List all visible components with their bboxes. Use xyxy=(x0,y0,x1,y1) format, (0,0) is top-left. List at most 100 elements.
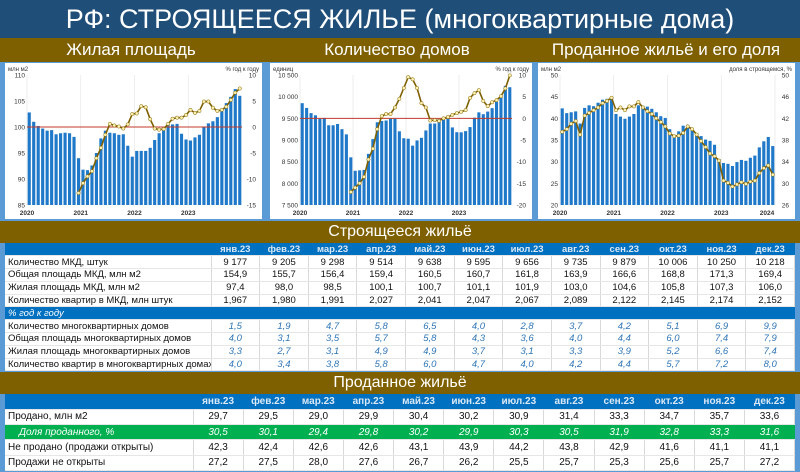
cell-value: 106,0 xyxy=(745,281,795,295)
cell-value: 25,5 xyxy=(493,455,545,471)
line-point xyxy=(179,115,184,120)
bar xyxy=(717,159,721,205)
bar xyxy=(215,117,219,205)
cell-value: 3,5 xyxy=(308,332,358,346)
bar xyxy=(712,144,717,205)
cell-value: 27,6 xyxy=(343,455,395,471)
line-point xyxy=(94,156,99,161)
bar xyxy=(340,129,344,205)
section-sold: Проданное жильё xyxy=(0,372,800,394)
bar xyxy=(99,138,103,205)
cell-value: 26,7 xyxy=(393,455,445,471)
cell-value: 6,9 xyxy=(697,319,747,334)
line-point xyxy=(401,86,406,90)
cell-value: 29,9 xyxy=(343,409,395,426)
bar xyxy=(72,136,76,205)
bar xyxy=(108,132,112,205)
bar xyxy=(695,133,699,205)
line-point xyxy=(631,104,636,109)
x-tick-label: 2023 xyxy=(714,210,729,217)
cell-value: 4,4 xyxy=(600,358,650,372)
bar xyxy=(81,169,85,205)
row-label: Не продано (продажи открыты) xyxy=(5,439,194,456)
line-point xyxy=(752,178,757,183)
line-point xyxy=(379,114,384,119)
cell-value: ноя.23 xyxy=(694,394,745,410)
cell-empty xyxy=(745,306,795,321)
y2-tick-label: 50 xyxy=(782,73,790,80)
cell-value: 29,4 xyxy=(293,424,344,441)
bar xyxy=(486,111,490,205)
cell-value: 30,2 xyxy=(443,409,495,426)
bar xyxy=(441,117,446,205)
bar xyxy=(41,128,45,205)
x-tick-label: 2020 xyxy=(20,210,35,217)
table-row-pct: Количество многоквартирных домов 1,5 1,9 4,… xyxy=(5,319,795,334)
table-row: Количество МКД, штук 9 177 9 205 9 298 9 514… xyxy=(5,255,795,270)
cell-value: 101,1 xyxy=(454,281,504,295)
cell-value: 4,0 xyxy=(502,358,552,372)
line-point xyxy=(690,127,695,132)
y2-axis-label: доля в строящемся, % xyxy=(729,67,793,73)
line-point xyxy=(645,109,650,114)
line-point xyxy=(490,100,495,105)
table-header-row: янв.23 фев.23 мар.23 апр.23 май.23 июн.23 июл.… xyxy=(5,394,796,410)
y2-tick-label: 10 xyxy=(249,73,257,80)
cell-value: 100,7 xyxy=(405,281,455,295)
line-point xyxy=(419,101,424,106)
cell-empty xyxy=(551,306,601,321)
bar xyxy=(388,118,393,205)
cell-value: 3,1 xyxy=(502,345,552,359)
y2-tick-label: -5 xyxy=(520,138,526,145)
cell-value: 154,9 xyxy=(211,268,261,282)
cell-value: июл.23 xyxy=(493,394,545,410)
bar xyxy=(499,96,503,205)
line-point xyxy=(125,122,130,127)
line-point xyxy=(441,116,446,121)
bar xyxy=(126,145,130,205)
cell-value: 9 205 xyxy=(259,255,309,270)
y2-tick-label: -20 xyxy=(517,203,527,210)
line-point xyxy=(605,99,609,103)
line-point xyxy=(681,131,686,135)
line-point xyxy=(348,190,353,194)
line-point xyxy=(157,127,162,132)
bar xyxy=(569,112,573,205)
cell-value: 10 006 xyxy=(648,255,698,270)
bar xyxy=(318,118,322,205)
bar xyxy=(67,133,72,205)
table-row: Жилая площадь МКД, млн м2 97,4 98,0 98,5 100… xyxy=(5,281,795,295)
cell-value: 5,8 xyxy=(356,319,406,334)
row-label: Жилая площадь многоквартирных домов xyxy=(5,345,212,359)
cell-value: 29,9 xyxy=(443,424,495,441)
cell-value: 3,6 xyxy=(502,332,552,346)
y2-tick-label: 30 xyxy=(782,181,790,188)
cell-value: 159,4 xyxy=(356,268,406,282)
line-point xyxy=(494,98,499,103)
chart-title-houses: Количество домов xyxy=(324,40,470,59)
cell-value: 160,7 xyxy=(454,268,504,282)
line-point xyxy=(206,99,211,104)
line-point xyxy=(476,88,481,93)
under-construction-table: янв.23 фев.23 мар.23 апр.23 май.23 июн.23 июл.… xyxy=(5,243,795,372)
line-point xyxy=(437,118,442,123)
y-tick-label: 25 xyxy=(551,181,559,188)
cell-value: 2,027 xyxy=(356,294,406,308)
row-label: Количество квартир в МКД, млн штук xyxy=(5,294,212,308)
cell-value: 30,9 xyxy=(493,409,545,426)
bar xyxy=(27,112,31,205)
cell-value: 9 298 xyxy=(308,255,358,270)
bar xyxy=(587,105,591,205)
line-point xyxy=(757,171,762,175)
cell-value: 3,7 xyxy=(454,345,504,359)
bar xyxy=(179,133,184,205)
bar xyxy=(36,125,40,205)
y2-tick-label: -15 xyxy=(517,181,527,188)
cell-value: 30,1 xyxy=(243,424,294,441)
bar xyxy=(437,119,441,205)
line-point xyxy=(197,108,202,113)
line-point xyxy=(459,109,464,114)
y-tick-label: 35 xyxy=(551,138,559,145)
cell-value: 32,8 xyxy=(644,424,695,441)
cell-value: 4,7 xyxy=(454,358,504,372)
